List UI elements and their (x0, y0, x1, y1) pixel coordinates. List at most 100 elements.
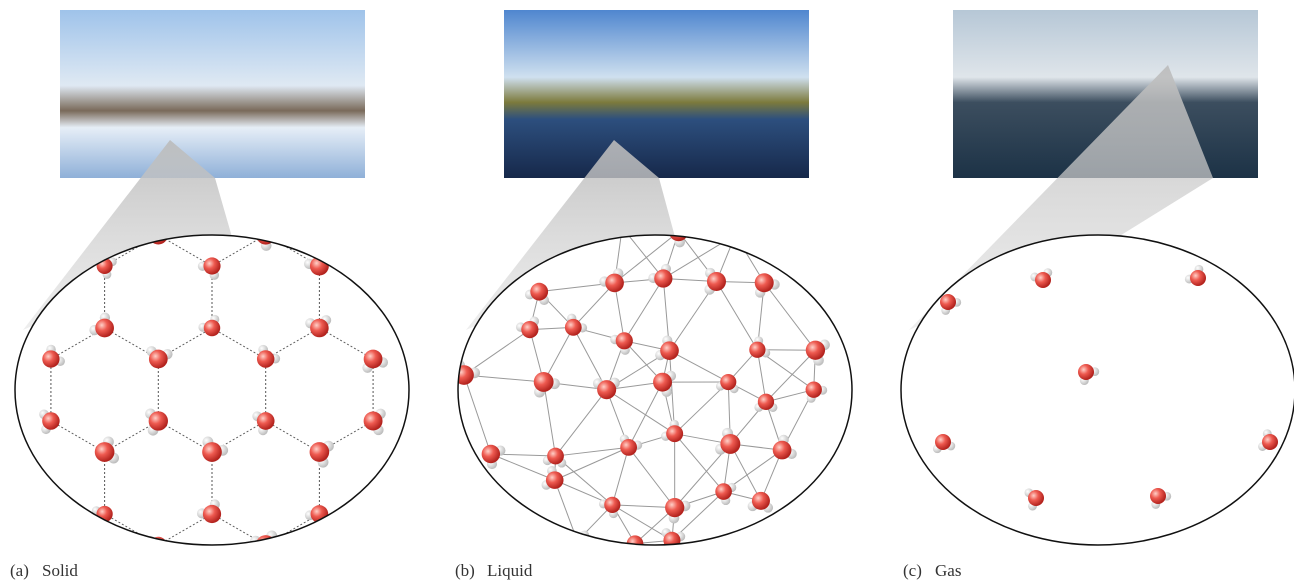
oxygen (805, 340, 826, 360)
oxygen (597, 380, 617, 400)
hydrogen-bond (555, 446, 629, 457)
oxygen (663, 531, 681, 545)
hydrogen (720, 235, 731, 242)
molecules (932, 264, 1278, 511)
oxygen (202, 504, 222, 524)
oxygen (42, 412, 60, 430)
panel-caption: Gas (935, 561, 961, 580)
hydrogen (565, 530, 575, 541)
zoom-circle (900, 234, 1294, 546)
zoom-circle-bg (15, 235, 409, 545)
oxygen (706, 272, 726, 292)
oxygen (940, 294, 956, 310)
oxygen (545, 471, 564, 489)
hydrogen-bond (669, 350, 729, 383)
zoom-circle-bg (458, 235, 852, 545)
hydrogen-bond (555, 389, 608, 457)
hydrogen-bond (716, 281, 758, 350)
panel-label: (a) (10, 561, 29, 580)
hydrogen-bond (628, 381, 663, 448)
hydrogen (734, 239, 745, 249)
oxygen (1078, 364, 1094, 380)
hydrogen-bond (606, 389, 675, 435)
hydrogen-bond (756, 349, 767, 402)
oxygen (665, 498, 685, 518)
oxygen (310, 318, 329, 338)
oxygen (660, 341, 679, 360)
oxygen (95, 318, 114, 338)
photo (504, 10, 809, 178)
oxygen (481, 444, 501, 464)
hydrogen-bond (729, 443, 762, 502)
oxygen (720, 373, 737, 391)
hydrogen-bond (628, 447, 676, 508)
hydrogen-bond (674, 433, 724, 492)
oxygen (615, 332, 633, 350)
oxygen (935, 434, 951, 450)
oxygen (720, 433, 741, 454)
oxygen (363, 411, 383, 431)
hydrogen-bond (765, 349, 816, 403)
oxygen (148, 349, 168, 369)
hydrogen (249, 235, 261, 239)
zoom-circle (457, 234, 853, 546)
photo (60, 10, 365, 178)
oxygen (754, 273, 774, 293)
oxygen (1262, 434, 1278, 450)
oxygen (309, 442, 330, 462)
oxygen (42, 350, 60, 368)
oxygen (749, 341, 766, 358)
oxygen (666, 425, 684, 443)
hydrogen-bond (554, 446, 629, 481)
hydrogen-bond (543, 327, 574, 383)
panel-label: (c) (903, 561, 922, 580)
hydrogen-bond (674, 443, 731, 508)
oxygen (148, 411, 168, 431)
hydrogen-bond (543, 381, 557, 457)
oxygen (726, 235, 745, 244)
hydrogen-bond (611, 447, 630, 505)
hydrogen-bond (674, 381, 729, 435)
oxygen (564, 318, 582, 336)
oxygen (458, 365, 474, 385)
oxygen (202, 442, 222, 462)
oxygen (203, 257, 221, 275)
oxygen (1035, 272, 1051, 288)
hydrogen-bond (612, 504, 675, 509)
hydrogen-bond (572, 282, 615, 328)
panel-caption: Solid (42, 561, 78, 580)
panel: (b) Liquid (455, 10, 853, 580)
hydrogen-bond (490, 453, 555, 481)
hydrogen-bond (678, 235, 736, 236)
oxygen (1028, 490, 1044, 506)
zoom-circle-bg (901, 235, 1294, 545)
hydrogen-bond (763, 282, 816, 351)
oxygen (1150, 488, 1166, 504)
hydrogen (624, 546, 633, 555)
oxygen (715, 483, 732, 500)
oxygen (1190, 270, 1206, 286)
oxygen (757, 393, 775, 410)
panel-caption: Liquid (487, 561, 533, 580)
panel-label: (b) (455, 561, 475, 580)
oxygen (363, 349, 383, 369)
oxygen (751, 491, 770, 510)
oxygen (533, 372, 554, 392)
hydrogen-bond (623, 278, 664, 342)
oxygen (256, 350, 275, 368)
zoom-circle (14, 234, 410, 546)
oxygen (620, 438, 638, 456)
oxygen (605, 273, 624, 293)
oxygen (256, 412, 275, 430)
oxygen (654, 269, 673, 288)
oxygen (94, 442, 115, 462)
oxygen (203, 319, 221, 337)
oxygen (772, 440, 792, 460)
oxygen (521, 321, 539, 339)
panel: (c) Gas (900, 10, 1294, 580)
panel: (a) Solid (10, 10, 410, 580)
hydrogen-bond (765, 389, 814, 403)
hydrogen-bond (614, 282, 625, 341)
